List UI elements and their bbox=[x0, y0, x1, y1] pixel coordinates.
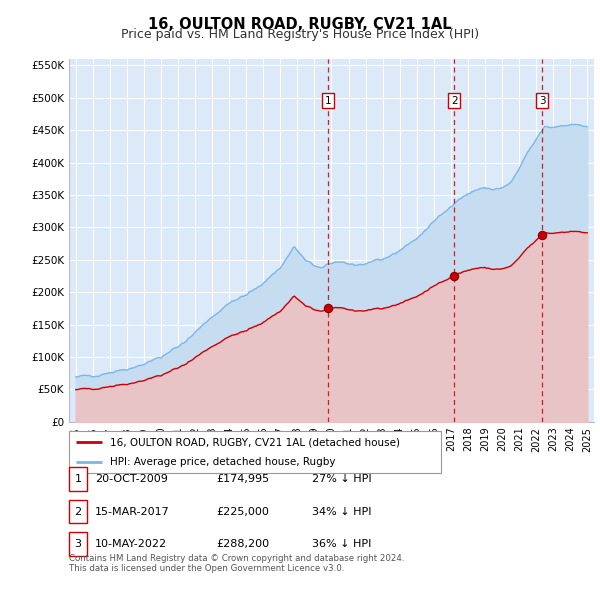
Text: 36% ↓ HPI: 36% ↓ HPI bbox=[312, 539, 371, 549]
Text: 15-MAR-2017: 15-MAR-2017 bbox=[95, 507, 170, 516]
Text: £288,200: £288,200 bbox=[216, 539, 269, 549]
Text: 16, OULTON ROAD, RUGBY, CV21 1AL (detached house): 16, OULTON ROAD, RUGBY, CV21 1AL (detach… bbox=[110, 437, 400, 447]
Text: 1: 1 bbox=[74, 474, 82, 484]
Text: Price paid vs. HM Land Registry's House Price Index (HPI): Price paid vs. HM Land Registry's House … bbox=[121, 28, 479, 41]
Text: 2: 2 bbox=[74, 507, 82, 516]
Text: 2: 2 bbox=[451, 96, 458, 106]
Text: 1: 1 bbox=[325, 96, 331, 106]
Text: £225,000: £225,000 bbox=[216, 507, 269, 516]
Text: 16, OULTON ROAD, RUGBY, CV21 1AL: 16, OULTON ROAD, RUGBY, CV21 1AL bbox=[148, 17, 452, 31]
Text: 20-OCT-2009: 20-OCT-2009 bbox=[95, 474, 167, 484]
Text: HPI: Average price, detached house, Rugby: HPI: Average price, detached house, Rugb… bbox=[110, 457, 335, 467]
Text: 34% ↓ HPI: 34% ↓ HPI bbox=[312, 507, 371, 516]
Text: Contains HM Land Registry data © Crown copyright and database right 2024.
This d: Contains HM Land Registry data © Crown c… bbox=[69, 554, 404, 573]
Text: 10-MAY-2022: 10-MAY-2022 bbox=[95, 539, 167, 549]
Text: 3: 3 bbox=[539, 96, 545, 106]
Text: £174,995: £174,995 bbox=[216, 474, 269, 484]
Text: 3: 3 bbox=[74, 539, 82, 549]
Text: 27% ↓ HPI: 27% ↓ HPI bbox=[312, 474, 371, 484]
